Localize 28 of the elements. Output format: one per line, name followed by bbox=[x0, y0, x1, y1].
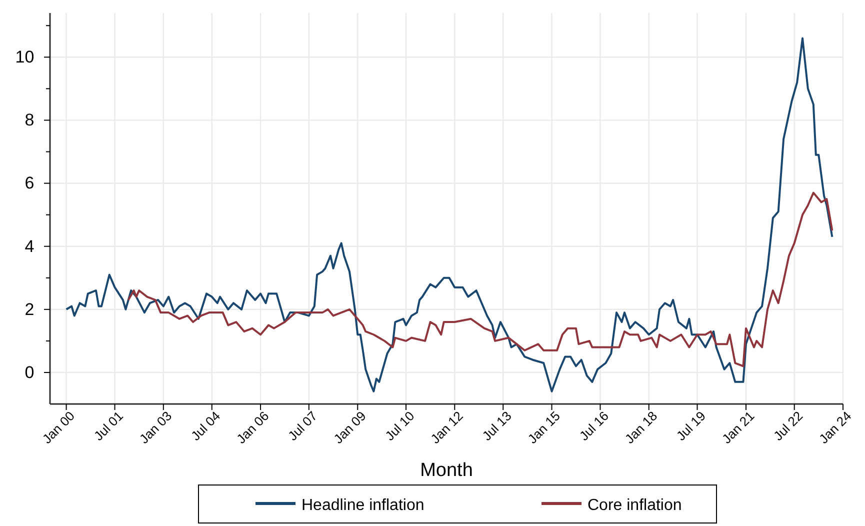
x-tick-label: Jul 19 bbox=[673, 408, 708, 444]
y-tick-label: 4 bbox=[24, 236, 34, 256]
x-tick-label: Jan 03 bbox=[136, 408, 175, 447]
x-tick-label: Jul 16 bbox=[576, 408, 612, 444]
x-tick-label: Jul 07 bbox=[284, 408, 320, 444]
x-tick-label: Jan 06 bbox=[234, 408, 272, 447]
y-tick-label: 2 bbox=[24, 300, 34, 319]
x-axis-title: Month bbox=[420, 460, 473, 481]
x-tick-label: Jan 15 bbox=[524, 408, 564, 447]
x-tick-label: Jul 13 bbox=[479, 408, 514, 444]
y-tick-label: 8 bbox=[24, 110, 34, 130]
y-tick-label: 0 bbox=[24, 362, 34, 382]
x-tick-label: Jul 10 bbox=[382, 408, 418, 444]
y-tick-label: 6 bbox=[24, 174, 34, 193]
legend-label: Core inflation bbox=[588, 497, 682, 514]
x-tick-label: Jan 21 bbox=[719, 408, 758, 447]
x-tick-label: Jan 00 bbox=[39, 408, 78, 447]
y-tick-label: 10 bbox=[15, 48, 34, 67]
x-tick-label: Jan 12 bbox=[428, 408, 466, 447]
x-tick-label: Jul 01 bbox=[90, 408, 126, 444]
line-series bbox=[127, 192, 834, 368]
legend-label: Headline inflation bbox=[302, 497, 424, 514]
x-tick-label: Jul 22 bbox=[770, 408, 806, 444]
x-tick-label: Jul 04 bbox=[188, 408, 224, 444]
x-tick-label: Jan 24 bbox=[816, 408, 854, 447]
x-tick-label: Jan 18 bbox=[622, 408, 660, 447]
line-series bbox=[65, 37, 834, 392]
x-tick-label: Jan 09 bbox=[330, 408, 369, 447]
